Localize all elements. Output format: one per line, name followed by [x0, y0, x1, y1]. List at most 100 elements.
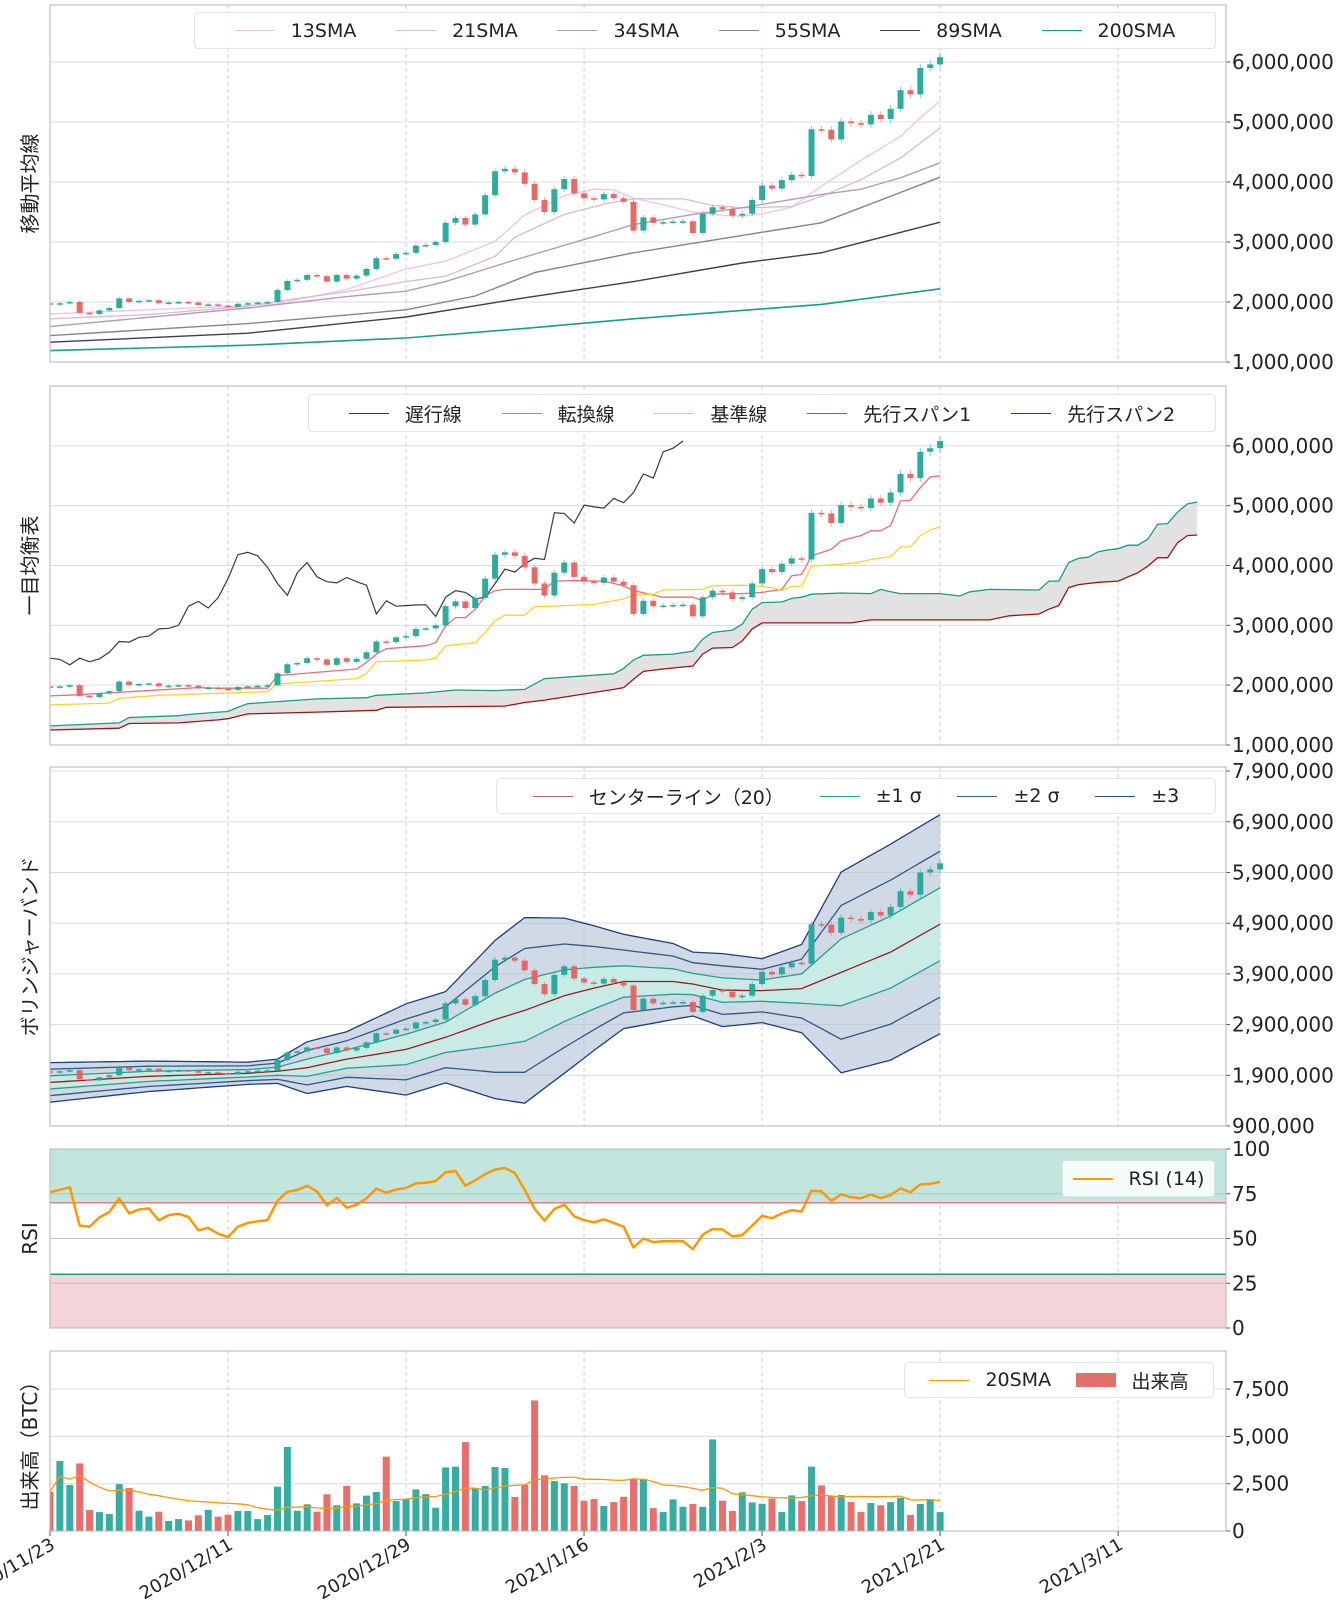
candle-body — [670, 604, 677, 607]
candle — [412, 1020, 419, 1031]
legend-item: ±2 σ — [957, 785, 1060, 807]
candle — [887, 903, 894, 919]
candle-body — [472, 214, 479, 225]
candle-body — [768, 569, 775, 573]
candle-body — [857, 919, 864, 921]
candle-body — [86, 1079, 93, 1081]
y-axis-title: 出来高（BTC） — [18, 1372, 42, 1511]
volume-bar — [570, 1485, 578, 1531]
y-tick-label: 2,000,000 — [1232, 290, 1334, 314]
x-tick-label: 2020/11/23 — [0, 1534, 59, 1600]
candle-body — [462, 999, 469, 1005]
candle — [729, 589, 736, 602]
y-tick-label: 4,000,000 — [1232, 170, 1334, 194]
candle — [679, 218, 686, 225]
candle-body — [719, 207, 726, 209]
candle-body — [650, 998, 657, 1004]
candle — [76, 683, 83, 698]
candle — [442, 603, 449, 628]
candle-body — [472, 996, 479, 1005]
candle — [551, 972, 558, 997]
candle-body — [709, 990, 716, 996]
candle-body — [719, 590, 726, 593]
candle-body — [857, 123, 864, 125]
volume-bar — [115, 1484, 123, 1531]
candle-body — [66, 685, 73, 687]
volume-bar — [768, 1498, 776, 1531]
candle-body — [165, 685, 172, 688]
candle-body — [383, 258, 390, 260]
candle — [778, 177, 785, 192]
y-tick-label: 7,900,000 — [1232, 759, 1334, 783]
candle-body — [432, 242, 439, 245]
candle — [412, 243, 419, 255]
y-tick-label: 5,900,000 — [1232, 860, 1334, 884]
candle — [759, 182, 766, 203]
candle — [314, 1045, 321, 1050]
candle-body — [314, 658, 321, 660]
candle-body — [571, 562, 578, 577]
candle-body — [620, 982, 627, 986]
candle — [501, 955, 508, 963]
legend-item: 基準線 — [654, 400, 767, 427]
candle — [699, 594, 706, 619]
senkou-span-b-line — [50, 534, 1198, 731]
candle — [96, 309, 103, 316]
candle-body — [50, 686, 53, 688]
legend-bollinger: センターライン（20） ±1 σ ±2 σ ±3 — [496, 778, 1216, 814]
candle — [600, 191, 607, 203]
candle-body — [660, 222, 667, 224]
candle — [521, 958, 528, 973]
candle-body — [452, 218, 459, 223]
legend-item: ±1 σ — [819, 785, 922, 807]
legend-label: 出来高 — [1131, 1370, 1189, 1393]
candle-body — [116, 681, 123, 692]
candle — [225, 1072, 232, 1076]
candle — [581, 574, 588, 585]
candle-body — [412, 1022, 419, 1029]
candle-body — [363, 269, 370, 276]
candle — [205, 302, 212, 307]
candle-body — [96, 1077, 103, 1081]
candle-body — [403, 636, 410, 638]
legend-swatch — [957, 795, 998, 797]
legend-label: ±2 σ — [1013, 785, 1060, 807]
candle — [927, 865, 934, 877]
candle-body — [175, 685, 182, 687]
legend-label: RSI (14) — [1128, 1167, 1205, 1190]
volume-bar — [897, 1497, 905, 1531]
candle-body — [927, 448, 934, 452]
candle-body — [561, 562, 568, 573]
candle — [215, 302, 222, 307]
candle-body — [56, 1071, 63, 1073]
candle-body — [96, 310, 103, 314]
panel-frame-ichimoku — [49, 385, 1227, 746]
candle-body — [917, 872, 924, 895]
candle-body — [630, 201, 637, 231]
legend-label: 200SMA — [1097, 19, 1176, 42]
candle-body — [927, 869, 934, 873]
candle-body — [759, 569, 766, 584]
y-tick-label: 50 — [1232, 1227, 1257, 1251]
candle — [155, 1067, 162, 1073]
candle — [788, 171, 795, 184]
candle-body — [937, 57, 944, 65]
y-tick-label: 2,900,000 — [1232, 1013, 1334, 1037]
kumo-cloud — [50, 502, 1198, 730]
candle-body — [185, 302, 192, 304]
candle-body — [937, 863, 944, 870]
candle — [353, 1046, 360, 1052]
candle — [145, 681, 152, 686]
legend-swatch — [1075, 1373, 1116, 1387]
legend-label: 先行スパン1 — [863, 403, 972, 426]
candle-body — [630, 585, 637, 614]
volume-bar — [511, 1496, 519, 1531]
candle-body — [660, 1002, 667, 1005]
candle-body — [76, 302, 83, 313]
volume-bar — [906, 1514, 914, 1531]
candle — [541, 580, 548, 598]
candle — [264, 300, 271, 305]
volume-bar — [689, 1503, 697, 1531]
candle — [541, 197, 548, 215]
